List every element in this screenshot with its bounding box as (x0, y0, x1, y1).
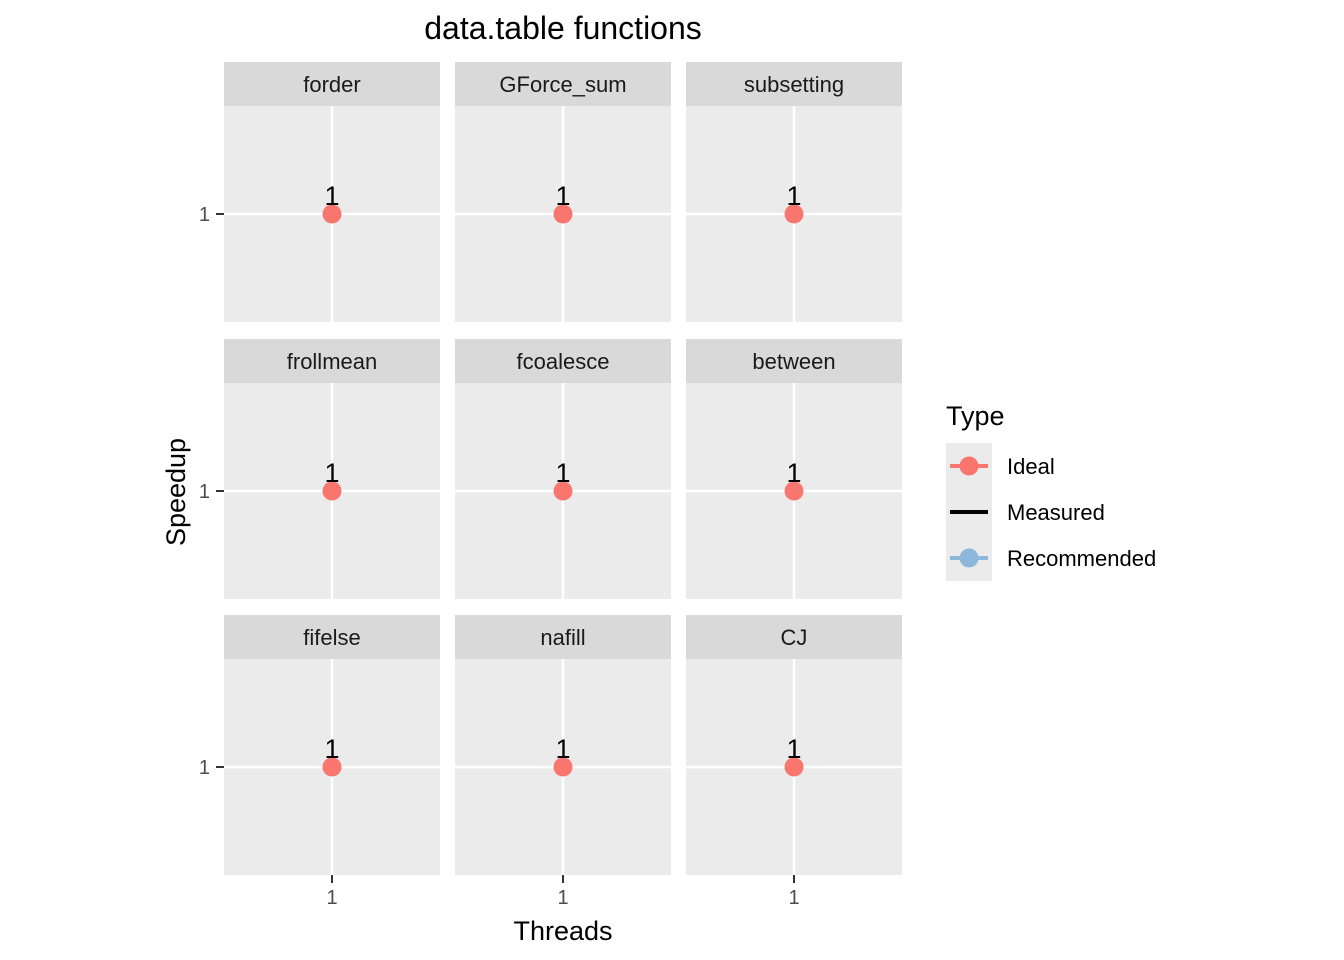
legend: Type Ideal Measured Recommended (946, 401, 1156, 581)
facet-strip-label: CJ (781, 625, 808, 650)
facet-fcoalesce: fcoalesce 1 (455, 339, 671, 599)
data-point (784, 204, 804, 224)
facet-strip (224, 62, 440, 106)
x-tick-label: 1 (557, 887, 568, 909)
facet-strip-label: between (752, 349, 835, 374)
x-axis: 1 1 1 (326, 875, 800, 909)
facet-strip (455, 339, 671, 383)
facet-strip (455, 615, 671, 659)
facet-strip (686, 339, 902, 383)
facet-forder: forder 1 (224, 62, 440, 322)
facet-strip-label: subsetting (744, 72, 844, 97)
facet-nafill: nafill 1 (455, 615, 671, 875)
y-axis: 1 1 1 (199, 204, 224, 779)
facet-strip (224, 615, 440, 659)
chart-title: data.table functions (424, 10, 702, 46)
facet-strip-label: forder (303, 72, 360, 97)
data-label: 1 (786, 181, 801, 211)
facet-strip-label: GForce_sum (499, 72, 626, 97)
data-label: 1 (555, 181, 570, 211)
data-point (553, 481, 573, 501)
legend-label: Recommended (1007, 546, 1156, 571)
data-point (322, 481, 342, 501)
legend-key-point (959, 456, 979, 476)
data-label: 1 (555, 734, 570, 764)
facet-strip-label: frollmean (287, 349, 377, 374)
x-tick-label: 1 (788, 887, 799, 909)
data-label: 1 (786, 458, 801, 488)
data-label: 1 (324, 458, 339, 488)
y-axis-title: Speedup (161, 438, 191, 546)
facet-strip (686, 615, 902, 659)
facet-subsetting: subsetting 1 (686, 62, 902, 322)
data-label: 1 (786, 734, 801, 764)
facet-strip (455, 62, 671, 106)
facet-fifelse: fifelse 1 (224, 615, 440, 875)
facet-strip (224, 339, 440, 383)
legend-item-recommended: Recommended (946, 535, 1156, 581)
facet-GForce_sum: GForce_sum 1 (455, 62, 671, 322)
data-point (322, 204, 342, 224)
facet-between: between 1 (686, 339, 902, 599)
data-label: 1 (324, 181, 339, 211)
legend-label: Ideal (1007, 454, 1055, 479)
legend-item-ideal: Ideal (946, 443, 1055, 489)
x-tick-label: 1 (326, 887, 337, 909)
y-tick-label: 1 (199, 204, 210, 226)
facet-strip (686, 62, 902, 106)
facet-frollmean: frollmean 1 (224, 339, 440, 599)
facet-strip-label: fifelse (303, 625, 360, 650)
data-point (553, 757, 573, 777)
data-point (553, 204, 573, 224)
facet-CJ: CJ 1 (686, 615, 902, 875)
data-label: 1 (555, 458, 570, 488)
legend-key-point (959, 548, 979, 568)
y-tick-label: 1 (199, 481, 210, 503)
data-point (322, 757, 342, 777)
legend-item-measured: Measured (946, 489, 1105, 535)
x-axis-title: Threads (513, 916, 612, 946)
data-label: 1 (324, 734, 339, 764)
legend-title: Type (946, 401, 1005, 431)
data-point (784, 481, 804, 501)
facet-strip-label: fcoalesce (517, 349, 610, 374)
data-point (784, 757, 804, 777)
legend-label: Measured (1007, 500, 1105, 525)
y-tick-label: 1 (199, 757, 210, 779)
facet-strip-label: nafill (540, 625, 585, 650)
facet-panels: forder1GForce_sum1subsetting1frollmean1f… (224, 62, 902, 875)
